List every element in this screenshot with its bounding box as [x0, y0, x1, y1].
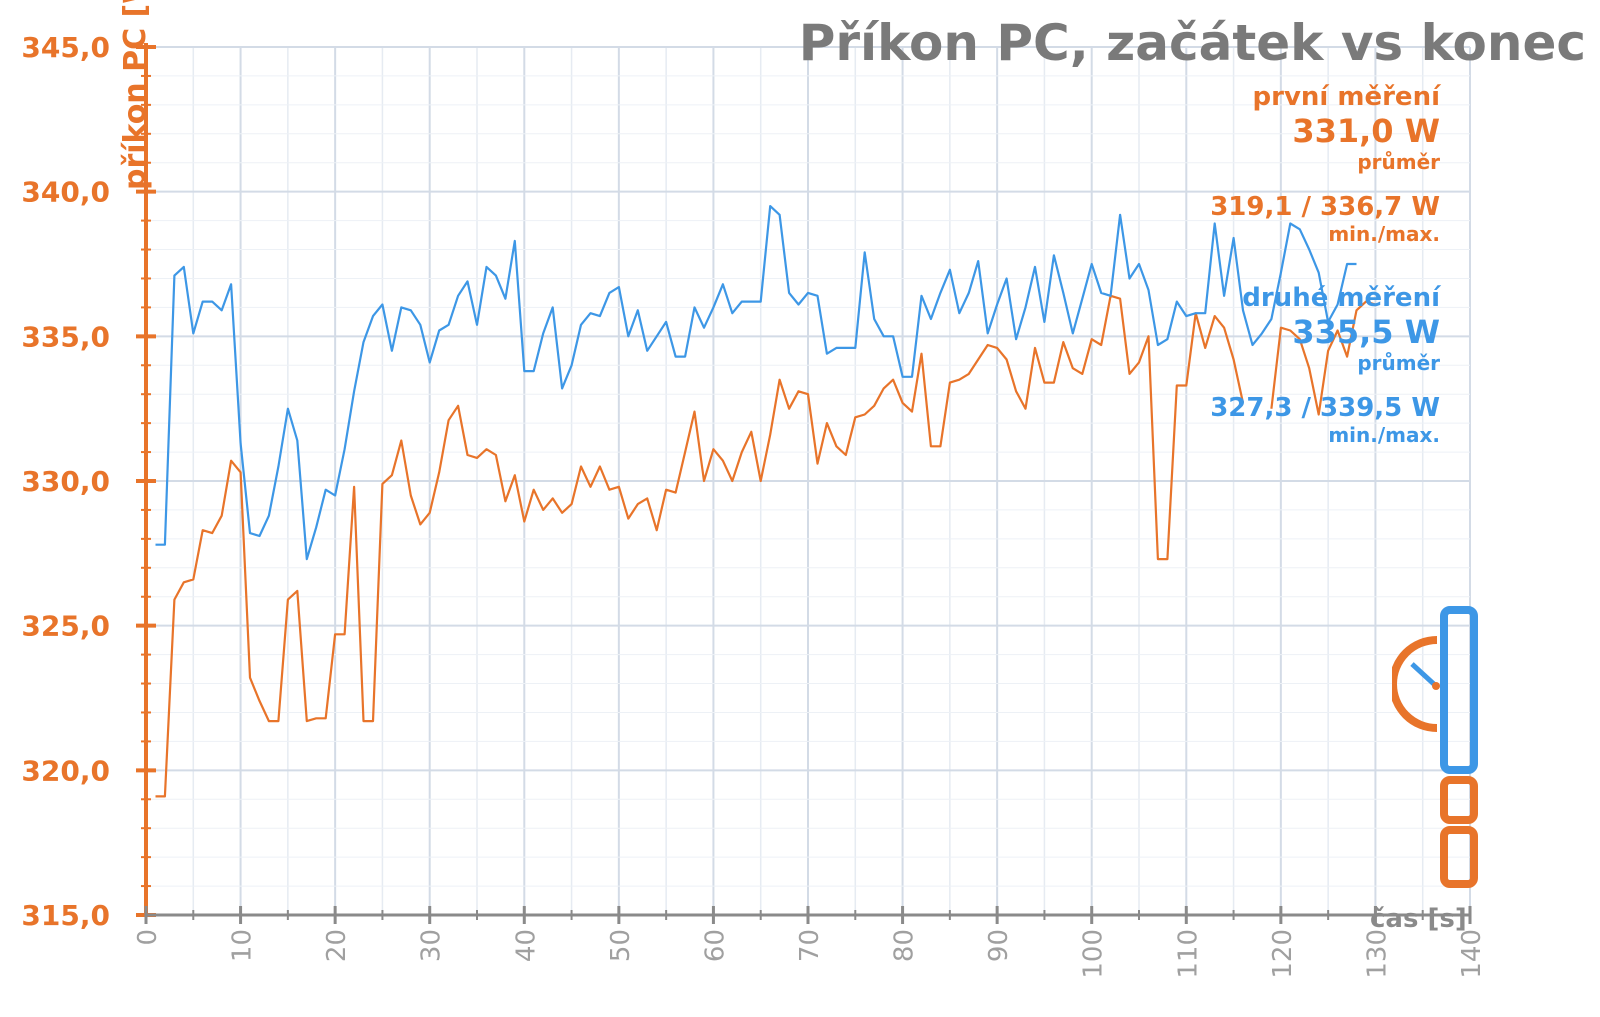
series-first	[155, 294, 1376, 798]
axes	[136, 43, 1472, 924]
x-tick-label: 110	[1173, 929, 1203, 979]
x-tick-label: 10	[228, 929, 258, 962]
series-line	[1270, 300, 1376, 416]
logo-wordmark	[1440, 606, 1478, 888]
series-line	[155, 205, 1357, 561]
series-line	[155, 294, 1245, 798]
x-tick-label: 130	[1362, 929, 1392, 979]
x-axis-label: čas [s]	[1370, 904, 1467, 934]
pctuning-logo	[1392, 606, 1478, 888]
x-tick-label: 30	[417, 929, 447, 962]
legend-second-minmax: 327,3 / 339,5 W	[1210, 393, 1440, 423]
legend-first-average: 331,0 W	[1292, 112, 1440, 150]
series-lines	[155, 205, 1376, 798]
x-tick-label: 60	[700, 929, 730, 962]
legend-second-average: 335,5 W	[1292, 313, 1440, 351]
y-tick-label: 340,0	[21, 176, 110, 209]
y-axis-label: příkon PC [W]	[118, 0, 153, 190]
y-tick-label: 335,0	[21, 320, 110, 353]
legend-first-name: první měření	[1252, 82, 1440, 112]
x-tick-label: 90	[984, 929, 1014, 962]
legend-first-average-label: průměr	[1357, 150, 1440, 174]
legend-first-minmax: 319,1 / 336,7 W	[1210, 192, 1440, 222]
x-tick-label: 80	[890, 929, 920, 962]
x-tick-label: 70	[795, 929, 825, 962]
legend-second-block: druhé měření 335,5 W průměr 327,3 / 339,…	[1210, 283, 1440, 447]
legend-first-block: první měření 331,0 W průměr 319,1 / 336,…	[1210, 82, 1440, 246]
chart-title: Příkon PC, začátek vs konec	[798, 14, 1586, 72]
gauge-icon	[1392, 636, 1440, 732]
x-tick-label: 20	[322, 929, 352, 962]
y-tick-label: 325,0	[21, 610, 110, 643]
legend-second-average-label: průměr	[1357, 351, 1440, 375]
x-tick-label: 120	[1268, 929, 1298, 979]
x-tick-label: 40	[511, 929, 541, 962]
legend-second-minmax-label: min./max.	[1328, 423, 1440, 447]
y-tick-label: 315,0	[21, 899, 110, 932]
legend-first-minmax-label: min./max.	[1328, 222, 1440, 246]
y-tick-label: 345,0	[21, 31, 110, 64]
y-tick-label: 320,0	[21, 754, 110, 787]
y-tick-label: 330,0	[21, 465, 110, 498]
x-tick-label: 140	[1457, 929, 1487, 979]
series-second	[155, 205, 1357, 561]
x-tick-label: 50	[606, 929, 636, 962]
tick-labels: 315,0 320,0 325,0 330,0 335,0 340,0 345,0 0 10 20…	[21, 31, 1487, 979]
legend-second-name: druhé měření	[1242, 283, 1440, 313]
x-tick-label: 0	[133, 929, 163, 946]
x-tick-label: 100	[1079, 929, 1109, 979]
